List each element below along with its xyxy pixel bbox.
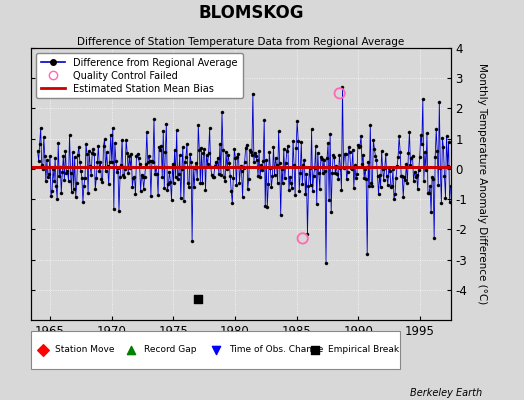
Y-axis label: Monthly Temperature Anomaly Difference (°C): Monthly Temperature Anomaly Difference (…: [477, 63, 487, 305]
Point: [299, 235, 307, 242]
Point: [194, 296, 202, 302]
Point: [335, 90, 344, 96]
Text: BLOMSKOG: BLOMSKOG: [199, 4, 304, 22]
Title: Difference of Station Temperature Data from Regional Average: Difference of Station Temperature Data f…: [78, 37, 405, 47]
Legend: Difference from Regional Average, Quality Control Failed, Estimated Station Mean: Difference from Regional Average, Qualit…: [36, 53, 243, 98]
Text: Berkeley Earth: Berkeley Earth: [410, 388, 482, 398]
